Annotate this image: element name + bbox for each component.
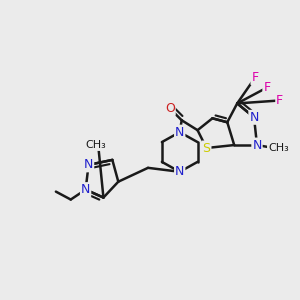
Text: F: F	[263, 81, 271, 94]
Text: S: S	[202, 142, 211, 154]
Text: O: O	[165, 102, 175, 115]
Text: N: N	[252, 139, 262, 152]
Text: CH₃: CH₃	[85, 140, 106, 150]
Text: N: N	[175, 126, 184, 139]
Text: N: N	[81, 183, 90, 196]
Text: F: F	[276, 94, 283, 107]
Text: CH₃: CH₃	[268, 143, 289, 153]
Text: N: N	[249, 111, 259, 124]
Text: N: N	[175, 165, 184, 178]
Text: N: N	[84, 158, 93, 171]
Text: F: F	[251, 71, 259, 84]
